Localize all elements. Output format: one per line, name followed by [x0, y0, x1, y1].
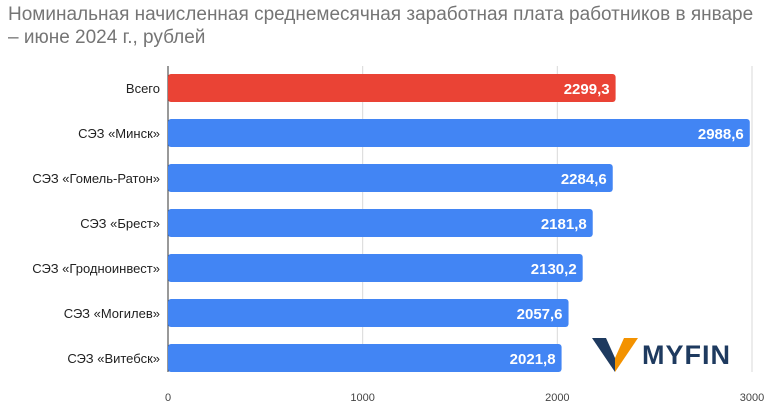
bar	[168, 209, 593, 237]
myfin-logo-icon	[592, 338, 638, 372]
x-tick-label: 0	[165, 392, 171, 404]
bar	[168, 254, 583, 282]
myfin-logo: MYFIN	[592, 338, 768, 372]
myfin-logo-text: MYFIN	[642, 340, 731, 370]
x-tick-label: 2000	[545, 392, 569, 404]
data-label: 2284,6	[561, 171, 607, 188]
data-label: 2299,3	[564, 81, 610, 98]
bar	[168, 299, 569, 327]
bar	[168, 119, 750, 147]
category-label: СЭЗ «Гомель-Ратон»	[32, 171, 160, 186]
category-label: СЭЗ «Минск»	[78, 126, 160, 141]
category-label: СЭЗ «Брест»	[80, 216, 160, 231]
chart-title: Номинальная начисленная среднемесячная з…	[8, 4, 754, 48]
data-label: 2988,6	[698, 126, 744, 143]
data-label: 2130,2	[531, 261, 577, 278]
bar	[168, 344, 562, 372]
data-label: 2181,8	[541, 216, 587, 233]
category-label: СЭЗ «Гродноинвест»	[32, 261, 160, 276]
data-label: 2057,6	[517, 306, 563, 323]
bar	[168, 164, 613, 192]
x-tick-label: 1000	[350, 392, 374, 404]
category-label: Всего	[126, 81, 160, 96]
category-label: СЭЗ «Могилев»	[64, 306, 160, 321]
bar	[168, 74, 616, 102]
data-label: 2021,8	[510, 351, 556, 368]
x-tick-label: 3000	[740, 392, 764, 404]
category-label: СЭЗ «Витебск»	[67, 351, 160, 366]
